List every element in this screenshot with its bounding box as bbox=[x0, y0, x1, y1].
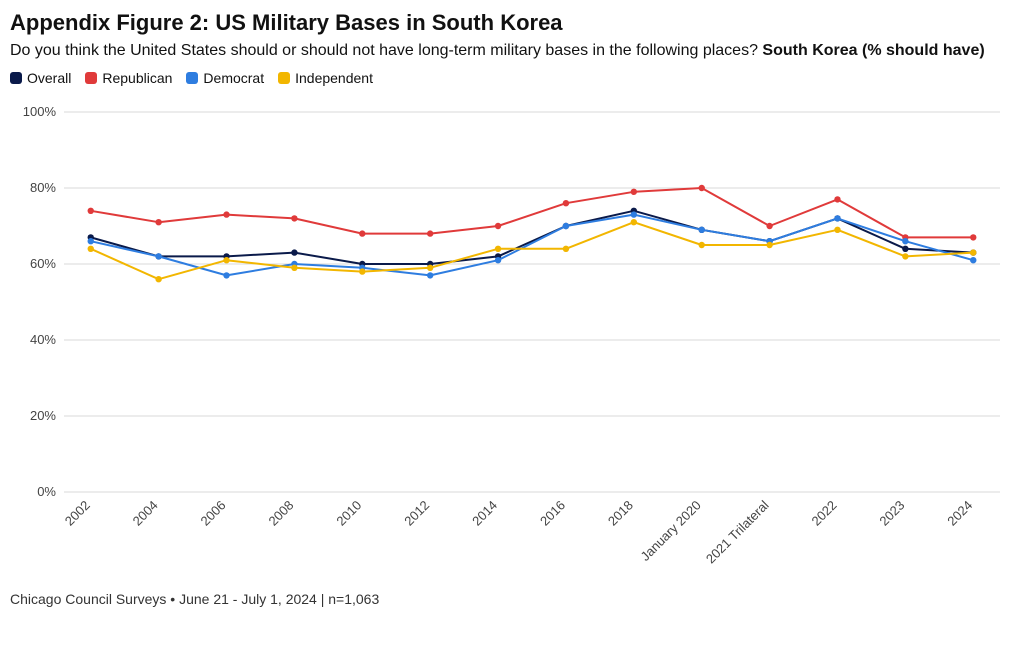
series-marker bbox=[427, 265, 433, 271]
subtitle-bold: South Korea (% should have) bbox=[762, 42, 984, 59]
series-marker bbox=[563, 246, 569, 252]
series-marker bbox=[699, 227, 705, 233]
y-axis-label: 40% bbox=[30, 332, 56, 347]
series-marker bbox=[495, 223, 501, 229]
series-marker bbox=[699, 242, 705, 248]
legend: Overall Republican Democrat Independent bbox=[10, 70, 1010, 86]
x-axis-label: 2008 bbox=[265, 498, 296, 529]
x-axis-label: 2021 Trilateral bbox=[703, 497, 772, 566]
series-line bbox=[91, 222, 974, 279]
series-marker bbox=[970, 249, 976, 255]
series-line bbox=[91, 215, 974, 276]
x-axis-label: 2016 bbox=[537, 498, 568, 529]
y-axis-label: 100% bbox=[23, 104, 57, 119]
series-marker bbox=[766, 223, 772, 229]
legend-item: Democrat bbox=[186, 70, 264, 86]
legend-swatch bbox=[186, 72, 198, 84]
series-marker bbox=[563, 200, 569, 206]
series-marker bbox=[902, 253, 908, 259]
series-marker bbox=[970, 257, 976, 263]
series-marker bbox=[970, 234, 976, 240]
series-marker bbox=[291, 249, 297, 255]
subtitle-text: Do you think the United States should or… bbox=[10, 42, 762, 59]
series-marker bbox=[427, 272, 433, 278]
legend-label: Overall bbox=[27, 70, 71, 86]
x-axis-label: 2022 bbox=[809, 498, 840, 529]
series-marker bbox=[766, 242, 772, 248]
series-marker bbox=[359, 230, 365, 236]
legend-label: Democrat bbox=[203, 70, 264, 86]
legend-item: Independent bbox=[278, 70, 373, 86]
x-axis-label: 2014 bbox=[469, 498, 500, 529]
series-marker bbox=[563, 223, 569, 229]
x-axis-label: 2023 bbox=[876, 498, 907, 529]
series-marker bbox=[223, 257, 229, 263]
series-line bbox=[91, 188, 974, 237]
chart-svg: 0% 20% 40% 60% 80% 100% 2002 2004 2006 2008 2010 20… bbox=[10, 92, 1010, 587]
series-marker bbox=[495, 257, 501, 263]
legend-label: Republican bbox=[102, 70, 172, 86]
legend-swatch bbox=[10, 72, 22, 84]
chart-subtitle: Do you think the United States should or… bbox=[10, 42, 1010, 60]
series-marker bbox=[834, 196, 840, 202]
series-marker bbox=[88, 246, 94, 252]
series-marker bbox=[359, 268, 365, 274]
series-marker bbox=[155, 253, 161, 259]
series-marker bbox=[495, 246, 501, 252]
series-marker bbox=[699, 185, 705, 191]
legend-item: Overall bbox=[10, 70, 71, 86]
y-axis-label: 0% bbox=[37, 484, 56, 499]
series-marker bbox=[223, 272, 229, 278]
series-marker bbox=[834, 227, 840, 233]
y-axis-label: 60% bbox=[30, 256, 56, 271]
legend-label: Independent bbox=[295, 70, 373, 86]
series-marker bbox=[88, 208, 94, 214]
x-axis-label: January 2020 bbox=[638, 498, 704, 564]
series-marker bbox=[88, 238, 94, 244]
chart-footer: Chicago Council Surveys • June 21 - July… bbox=[10, 591, 1010, 607]
legend-swatch bbox=[85, 72, 97, 84]
y-axis-label: 80% bbox=[30, 180, 56, 195]
legend-swatch bbox=[278, 72, 290, 84]
line-chart: 0% 20% 40% 60% 80% 100% 2002 2004 2006 2008 2010 20… bbox=[10, 92, 1010, 587]
series-marker bbox=[291, 265, 297, 271]
legend-item: Republican bbox=[85, 70, 172, 86]
x-axis-label: 2012 bbox=[401, 498, 432, 529]
chart-title: Appendix Figure 2: US Military Bases in … bbox=[10, 10, 1010, 36]
x-axis-label: 2010 bbox=[333, 498, 364, 529]
series-marker bbox=[427, 230, 433, 236]
x-axis-label: 2024 bbox=[944, 498, 975, 529]
series-marker bbox=[155, 276, 161, 282]
y-axis-label: 20% bbox=[30, 408, 56, 423]
series-marker bbox=[223, 211, 229, 217]
series-marker bbox=[631, 219, 637, 225]
series-marker bbox=[902, 246, 908, 252]
series-marker bbox=[902, 238, 908, 244]
x-axis-label: 2018 bbox=[605, 498, 636, 529]
x-axis-label: 2004 bbox=[130, 498, 161, 529]
series-marker bbox=[834, 215, 840, 221]
series-marker bbox=[631, 189, 637, 195]
series-marker bbox=[631, 211, 637, 217]
x-axis-label: 2006 bbox=[198, 498, 229, 529]
series-marker bbox=[291, 215, 297, 221]
series-marker bbox=[155, 219, 161, 225]
x-axis-label: 2002 bbox=[62, 498, 93, 529]
